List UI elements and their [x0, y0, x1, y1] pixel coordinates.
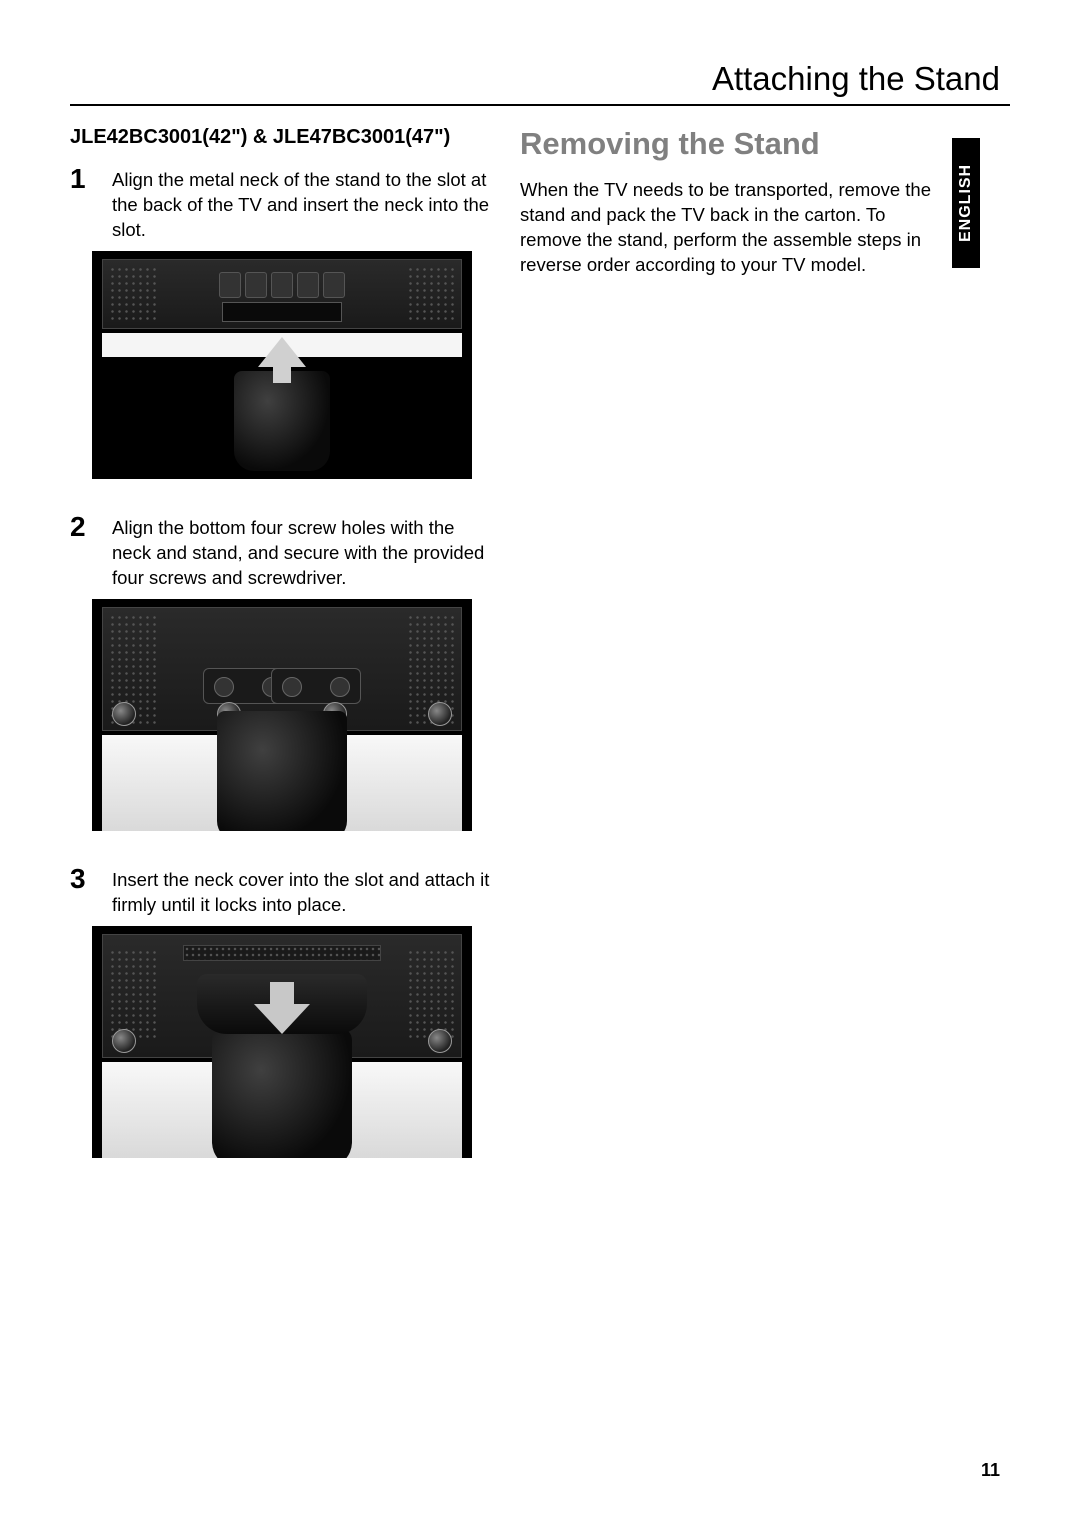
- figure-step-1: [92, 251, 472, 479]
- page-number: 11: [981, 1460, 1000, 1481]
- step-3: 3 Insert the neck cover into the slot an…: [70, 865, 490, 918]
- language-tab: ENGLISH: [952, 138, 980, 268]
- step-1: 1 Align the metal neck of the stand to t…: [70, 165, 490, 243]
- step-2: 2 Align the bottom four screw holes with…: [70, 513, 490, 591]
- step-text: Insert the neck cover into the slot and …: [112, 865, 490, 918]
- manual-page: Attaching the Stand ENGLISH JLE42BC3001(…: [0, 0, 1080, 1527]
- step-number: 2: [70, 513, 112, 541]
- model-heading: JLE42BC3001(42") & JLE47BC3001(47"): [70, 126, 490, 149]
- step-number: 1: [70, 165, 112, 193]
- right-column: Removing the Stand When the TV needs to …: [520, 126, 940, 1158]
- page-title: Attaching the Stand: [70, 60, 1010, 106]
- arrow-up-icon: [258, 337, 306, 367]
- left-column: JLE42BC3001(42") & JLE47BC3001(47") 1 Al…: [70, 126, 490, 1158]
- content-columns: JLE42BC3001(42") & JLE47BC3001(47") 1 Al…: [70, 126, 1010, 1158]
- screw-icon: [428, 702, 452, 726]
- figure-step-2: [92, 599, 472, 831]
- figure-step-3: [92, 926, 472, 1158]
- step-text: Align the bottom four screw holes with t…: [112, 513, 490, 591]
- screw-icon: [112, 702, 136, 726]
- removing-stand-heading: Removing the Stand: [520, 126, 940, 162]
- step-number: 3: [70, 865, 112, 893]
- screw-icon: [428, 1029, 452, 1053]
- removing-stand-body: When the TV needs to be transported, rem…: [520, 178, 940, 278]
- step-text: Align the metal neck of the stand to the…: [112, 165, 490, 243]
- screw-icon: [112, 1029, 136, 1053]
- arrow-down-icon: [270, 982, 294, 1006]
